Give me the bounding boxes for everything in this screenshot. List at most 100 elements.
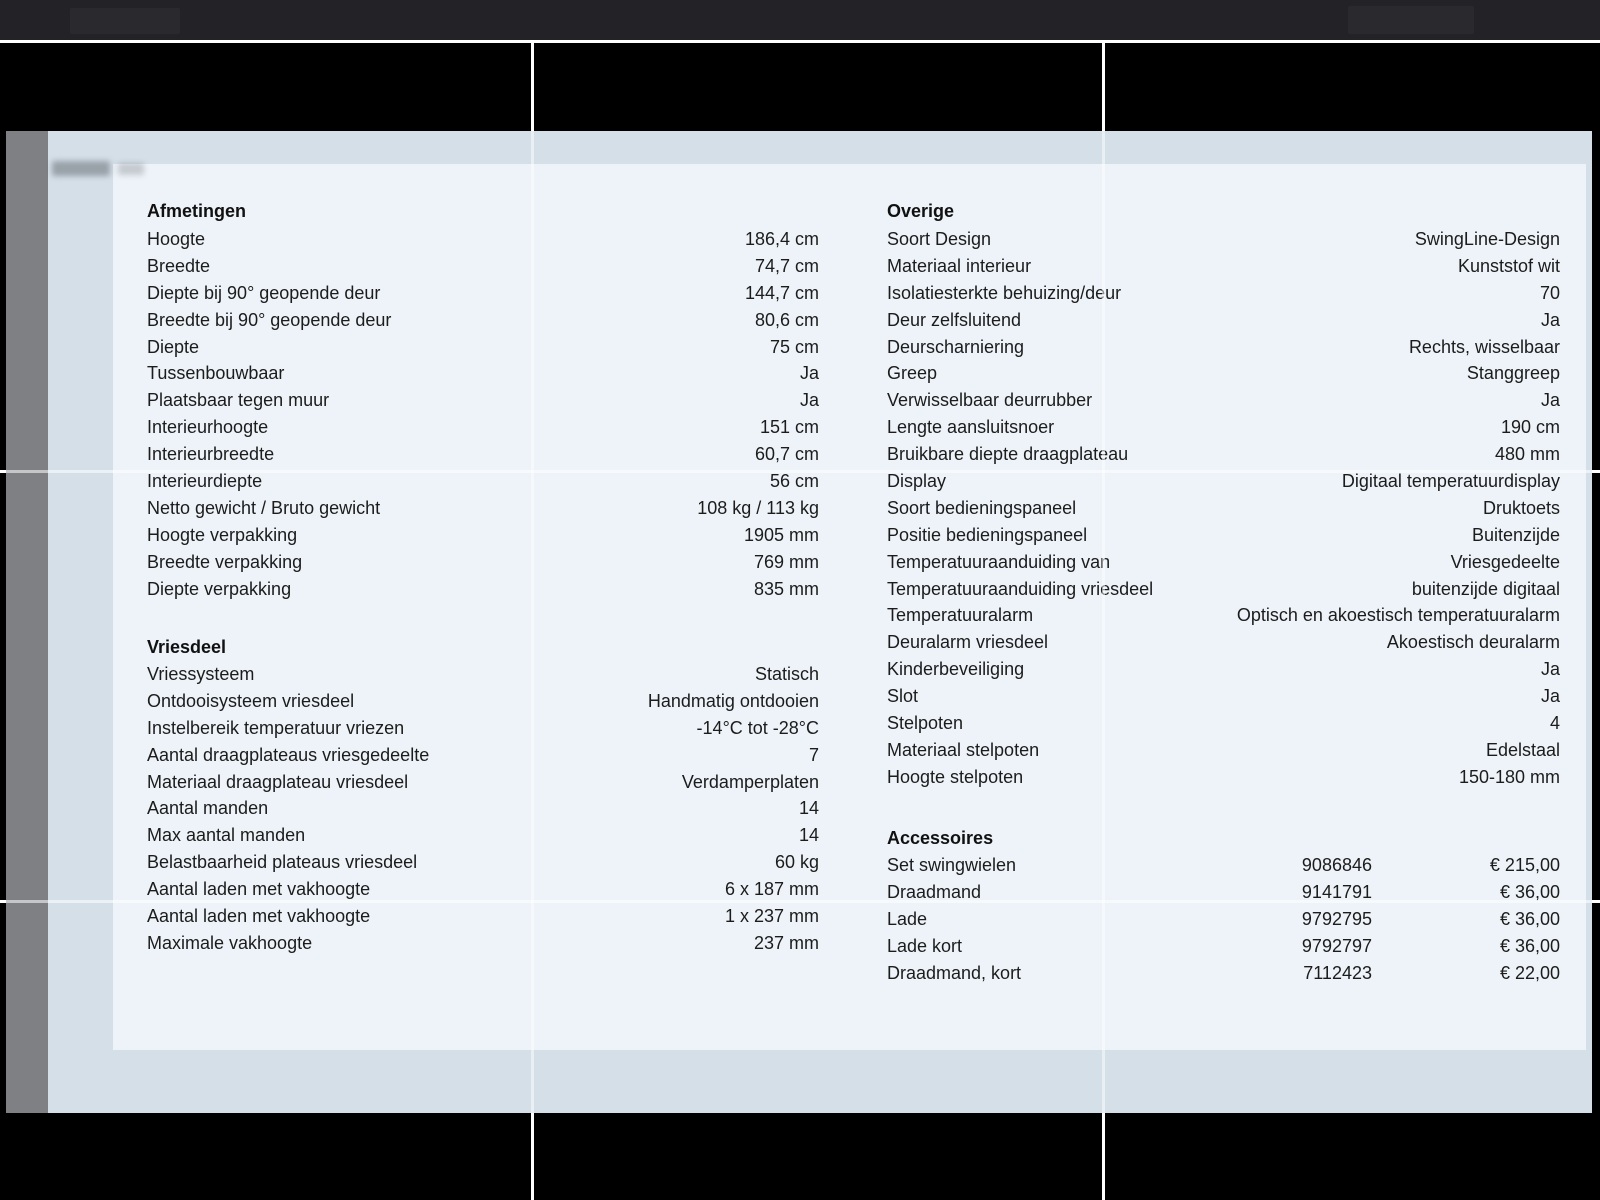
spec-row: Display Digitaal temperatuurdisplay (887, 468, 1560, 495)
spec-label: Greep (887, 363, 938, 384)
spec-value: Handmatig ontdooien (647, 690, 819, 711)
spec-label: Diepte bij 90° geopende deur (147, 282, 381, 303)
spec-row: Isolatiesterkte behuizing/deur 70 (887, 280, 1560, 307)
spec-row: Slot Ja (887, 683, 1560, 710)
spec-label: Breedte bij 90° geopende deur (147, 309, 392, 330)
spec-value: 769 mm (753, 551, 819, 572)
spec-label: Aantal laden met vakhoogte (147, 906, 371, 927)
spec-row: Belastbaarheid plateaus vriesdeel 60 kg (147, 849, 819, 876)
spec-label: Draadmand, kort (887, 962, 1022, 983)
spec-label: Materiaal interieur (887, 255, 1032, 276)
spec-row: Maximale vakhoogte 237 mm (147, 930, 819, 957)
page-left-margin-strip (6, 131, 48, 1113)
spec-row: Interieurbreedte 60,7 cm (147, 441, 819, 468)
spec-label: Instelbereik temperatuur vriezen (147, 717, 405, 738)
spec-row: Instelbereik temperatuur vriezen -14°C to… (147, 715, 819, 742)
spec-article-number: 9141791 (1301, 881, 1372, 902)
spec-label: Hoogte verpakking (147, 524, 298, 545)
spec-label: Aantal laden met vakhoogte (147, 879, 371, 900)
spec-price: € 36,00 (1499, 908, 1560, 929)
spec-value: Kunststof wit (1457, 255, 1560, 276)
spec-value: Akoestisch deuralarm (1386, 632, 1560, 653)
spec-value: 14 (798, 825, 819, 846)
spec-value: 186,4 cm (744, 229, 819, 249)
spec-article-number: 7112423 (1303, 962, 1372, 983)
spec-label: Deur zelfsluitend (887, 309, 1022, 330)
spec-label: Display (887, 471, 947, 492)
spec-row: Vriessysteem Statisch (147, 661, 819, 688)
spec-row: Diepte bij 90° geopende deur 144,7 cm (147, 280, 819, 307)
spec-value: Digitaal temperatuurdisplay (1341, 471, 1560, 492)
spec-value: 835 mm (753, 578, 819, 599)
spec-label: Set swingwielen (887, 855, 1017, 875)
spec-value: 4 (1549, 713, 1560, 734)
spec-row: Aantal draagplateaus vriesgedeelte 7 (147, 742, 819, 769)
cropped-text-remnant (52, 161, 110, 176)
spec-value: 6 x 187 mm (724, 879, 819, 900)
spec-row: Diepte 75 cm (147, 334, 819, 361)
section-rows-vriesdeel: Vriessysteem Statisch Ontdooisysteem vries… (147, 661, 819, 957)
spec-label: Maximale vakhoogte (147, 932, 313, 953)
spec-label: Plaatsbaar tegen muur (147, 390, 330, 411)
spec-value: Ja (1540, 309, 1560, 330)
spec-label: Materiaal stelpoten (887, 739, 1040, 760)
spec-label: Kinderbeveiliging (887, 659, 1025, 680)
spec-value: Stanggreep (1466, 363, 1560, 384)
section-title-afmetingen: Afmetingen (147, 201, 246, 221)
spec-column-left: Afmetingen Hoogte 186,4 cm Breedte 74,7 cm D… (147, 0, 819, 1200)
spec-row: Diepte verpakking 835 mm (147, 576, 819, 603)
spec-label: Materiaal draagplateau vriesdeel (147, 771, 409, 792)
spec-value: Verdamperplaten (681, 771, 819, 792)
viewer-top-bar (0, 0, 1600, 40)
spec-label: Hoogte (147, 229, 206, 249)
spec-value: SwingLine-Design (1414, 229, 1560, 249)
spec-label: Diepte (147, 336, 200, 357)
spec-row: Draadmand 9141791 € 36,00 (887, 879, 1560, 906)
spec-article-number: 9792797 (1301, 935, 1372, 956)
spec-label: Positie bedieningspaneel (887, 524, 1088, 545)
cropped-text-remnant (118, 163, 144, 175)
topbar-remnant-patch (70, 8, 180, 34)
spec-value: Ja (799, 390, 819, 411)
spec-row: Draadmand, kort 7112423 € 22,00 (887, 960, 1560, 987)
spec-row: Greep Stanggreep (887, 360, 1560, 387)
spec-price: € 36,00 (1499, 881, 1560, 902)
spec-row: Plaatsbaar tegen muur Ja (147, 387, 819, 414)
spec-row: Breedte 74,7 cm (147, 253, 819, 280)
spec-value: 1905 mm (743, 524, 819, 545)
spec-value: 56 cm (769, 471, 819, 492)
spec-value: Statisch (754, 664, 819, 684)
spec-value: 60 kg (774, 852, 819, 873)
spec-label: Vriessysteem (147, 664, 255, 684)
spec-row: Set swingwielen 9086846 € 215,00 (887, 852, 1560, 879)
spec-label: Aantal manden (147, 798, 269, 819)
spec-value: -14°C tot -28°C (696, 717, 819, 738)
spec-label: Deurscharniering (887, 336, 1025, 357)
section-title-accessoires: Accessoires (887, 828, 994, 848)
spec-row: Deur zelfsluitend Ja (887, 307, 1560, 334)
spec-value: Optisch en akoestisch temperatuuralarm (1236, 605, 1560, 626)
spec-row: Netto gewicht / Bruto gewicht 108 kg / 11… (147, 495, 819, 522)
spec-row: Hoogte 186,4 cm (147, 226, 819, 253)
spec-column-right: Overige Soort Design SwingLine-Design Mate… (887, 0, 1560, 1200)
section-rows-overige: Soort Design SwingLine-Design Materiaal in… (887, 226, 1560, 791)
spec-label: Aantal draagplateaus vriesgedeelte (147, 744, 430, 765)
spec-label: Ontdooisysteem vriesdeel (147, 690, 355, 711)
spec-row: Positie bedieningspaneel Buitenzijde (887, 522, 1560, 549)
section-title-overige: Overige (887, 201, 955, 221)
spec-label: Interieurdiepte (147, 471, 263, 492)
spec-value: 144,7 cm (744, 282, 819, 303)
spec-row: Ontdooisysteem vriesdeel Handmatig ontdoo… (147, 688, 819, 715)
spec-row: Materiaal interieur Kunststof wit (887, 253, 1560, 280)
spec-article-number: 9792795 (1301, 908, 1372, 929)
spec-row: Stelpoten 4 (887, 710, 1560, 737)
spec-label: Breedte verpakking (147, 551, 303, 572)
spec-value: 151 cm (759, 417, 819, 438)
spec-row: Breedte bij 90° geopende deur 80,6 cm (147, 307, 819, 334)
spec-label: Lade kort (887, 935, 963, 956)
spec-row: Lengte aansluitsnoer 190 cm (887, 414, 1560, 441)
spec-label: Soort Design (887, 229, 992, 249)
spec-row: Soort Design SwingLine-Design (887, 226, 1560, 253)
spec-row: Hoogte stelpoten 150-180 mm (887, 764, 1560, 791)
